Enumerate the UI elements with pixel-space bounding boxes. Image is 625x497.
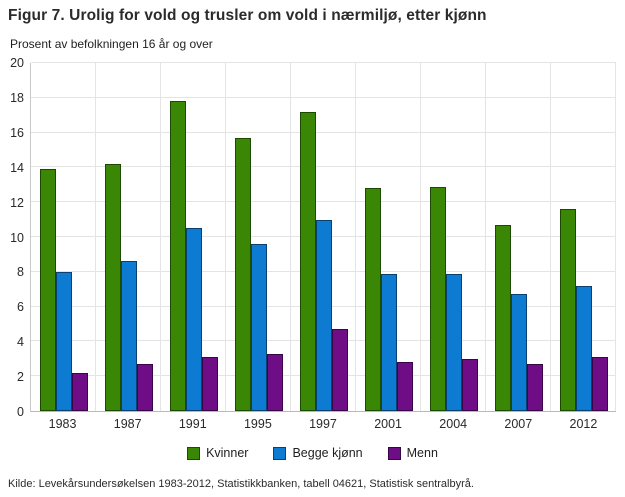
bar-begge-kj-nn-1987	[120, 261, 137, 411]
y-axis-tick-label: 8	[17, 265, 24, 280]
gridline-vertical	[289, 63, 291, 411]
gridline-horizontal	[31, 96, 616, 98]
bar-kvinner-1983	[39, 169, 56, 411]
legend: Kvinner Begge kjønn Menn	[0, 446, 625, 460]
gridline-vertical	[419, 63, 421, 411]
gridline-vertical	[94, 63, 96, 411]
bar-kvinner-2012	[559, 209, 576, 411]
bar-begge-kj-nn-2004	[445, 273, 462, 411]
legend-item-begge-kj-nn: Begge kjønn	[273, 446, 363, 460]
gridline-vertical	[159, 63, 161, 411]
source-note: Kilde: Levekårsundersøkelsen 1983-2012, …	[8, 478, 474, 490]
x-axis-tick-label: 2007	[504, 417, 533, 431]
bar-kvinner-1995	[234, 137, 251, 411]
x-axis-tick-label: 2012	[569, 417, 598, 431]
legend-item-menn: Menn	[387, 446, 438, 460]
bar-kvinner-1997	[299, 111, 316, 411]
gridline-vertical	[224, 63, 226, 411]
gridline-horizontal	[31, 131, 616, 133]
y-axis-tick-label: 0	[17, 405, 24, 419]
bar-begge-kj-nn-2007	[510, 294, 527, 411]
bar-menn-1987	[136, 364, 153, 411]
bar-menn-1995	[266, 353, 283, 411]
gridline-vertical	[355, 63, 356, 411]
y-axis-tick-label: 18	[10, 90, 24, 105]
y-axis-tick-label: 6	[17, 300, 24, 315]
legend-label: Kvinner	[206, 446, 249, 460]
bar-menn-2007	[526, 364, 543, 411]
bar-menn-2004	[461, 358, 478, 411]
y-axis-tick-label: 12	[10, 195, 24, 210]
bar-kvinner-2007	[494, 224, 511, 411]
bar-group-1995	[226, 63, 291, 411]
legend-swatch-kvinner	[187, 446, 201, 460]
y-axis-tick-label: 2	[17, 370, 24, 385]
bar-menn-2012	[591, 357, 608, 411]
bar-group-2012	[551, 63, 616, 411]
x-axis-labels: 1983 1987 1991 1995 1997 2001 2004 2007 2012	[30, 417, 616, 431]
bar-group-1997	[291, 63, 356, 411]
bar-group-2007	[486, 63, 551, 411]
gridline-horizontal	[31, 62, 616, 63]
bar-begge-kj-nn-1995	[250, 243, 267, 411]
legend-swatch-menn	[387, 446, 401, 460]
bar-begge-kj-nn-1983	[55, 271, 72, 411]
x-axis-tick-label: 2001	[374, 417, 402, 431]
gridline-vertical	[485, 63, 486, 411]
gridline-vertical	[549, 63, 551, 411]
gridline-horizontal	[31, 201, 616, 203]
bar-group-2001	[356, 63, 421, 411]
legend-item-kvinner: Kvinner	[187, 446, 248, 460]
bar-group-1983	[31, 63, 96, 411]
y-axis-tick-label: 10	[10, 230, 24, 245]
gridline-vertical	[615, 63, 616, 411]
bar-begge-kj-nn-1991	[185, 228, 202, 411]
y-axis-tick-label: 14	[10, 160, 24, 175]
bar-menn-2001	[396, 362, 413, 411]
bar-groups	[31, 63, 616, 411]
bar-group-1991	[161, 63, 226, 411]
y-axis-tick-label: 4	[17, 335, 24, 350]
bar-kvinner-2001	[364, 188, 381, 411]
bar-begge-kj-nn-2012	[575, 285, 592, 411]
x-axis-tick-label: 1987	[113, 417, 142, 431]
bar-begge-kj-nn-1997	[315, 219, 332, 411]
bar-kvinner-1991	[169, 101, 186, 411]
legend-label: Menn	[406, 446, 438, 460]
gridline-horizontal	[31, 166, 616, 168]
chart-title: Figur 7. Urolig for vold og trusler om v…	[8, 7, 487, 24]
plot-area	[30, 62, 616, 412]
y-axis-tick-label: 16	[10, 125, 24, 140]
bar-menn-1997	[331, 329, 348, 411]
legend-label: Begge kjønn	[292, 446, 363, 460]
bar-menn-1983	[71, 372, 88, 411]
y-axis-tick-label: 20	[10, 56, 24, 70]
x-axis-tick-label: 1997	[309, 417, 337, 431]
bar-begge-kj-nn-2001	[380, 273, 397, 411]
x-axis-tick-label: 2004	[439, 417, 468, 431]
bar-kvinner-2004	[429, 186, 446, 411]
bar-kvinner-1987	[104, 163, 121, 411]
bar-group-1987	[96, 63, 161, 411]
x-axis-tick-label: 1983	[48, 417, 77, 431]
bar-group-2004	[421, 63, 486, 411]
x-axis-tick-label: 1995	[243, 417, 272, 431]
bar-menn-1991	[201, 357, 218, 411]
x-axis-tick-label: 1991	[178, 417, 207, 431]
y-axis: 0 2 4 6 8 10 12 14 16 18 20	[0, 56, 26, 419]
legend-swatch-begge-kj-nn	[273, 446, 287, 460]
chart-subtitle: Prosent av befolkningen 16 år og over	[10, 37, 213, 51]
